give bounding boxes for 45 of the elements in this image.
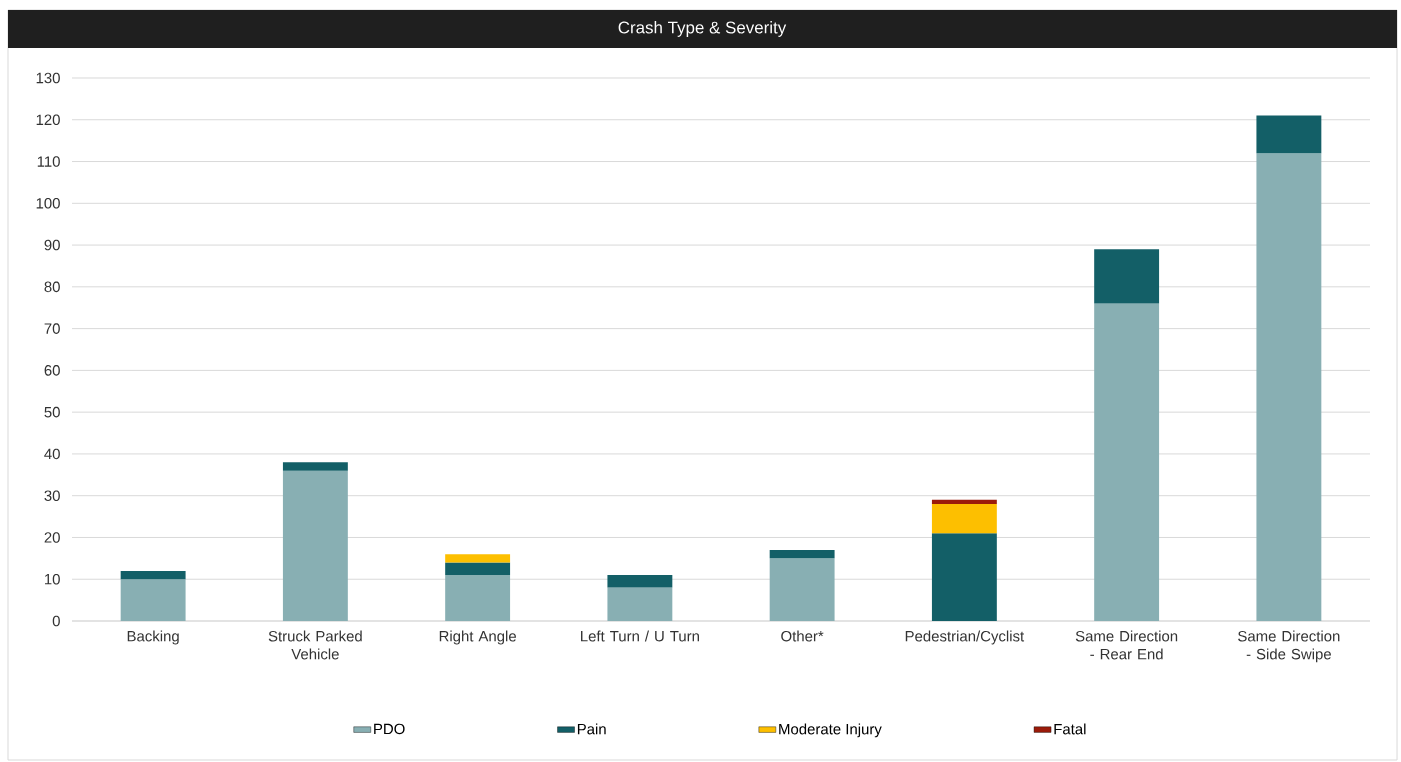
bar [445, 575, 511, 621]
x-tick-label: Other* [781, 630, 824, 642]
bar [1256, 153, 1322, 621]
x-tick-label: Struck Parked Vehicle [268, 630, 362, 660]
bar [120, 579, 186, 621]
y-tick-label: 60 [44, 365, 60, 376]
y-tick-label: 130 [36, 72, 60, 84]
legend-label: Moderate Injury [779, 723, 882, 738]
bar [445, 554, 511, 563]
bar [931, 533, 997, 621]
legend-label: Pain [577, 723, 606, 735]
bar [445, 562, 511, 576]
x-tick-label: Pedestrian/Cyclist [905, 630, 1025, 645]
x-tick-label: Same Direction - Rear End [1075, 630, 1178, 660]
bar [931, 504, 997, 534]
bar [1094, 249, 1160, 304]
bar [769, 549, 835, 559]
bar [120, 570, 186, 580]
bar [1094, 303, 1160, 621]
bar [607, 587, 673, 621]
y-tick-label: 120 [36, 114, 60, 126]
y-tick-label: 90 [44, 239, 60, 251]
y-tick-label: 10 [45, 573, 60, 585]
y-tick-label: 50 [44, 406, 60, 418]
legend-label: PDO [374, 723, 405, 735]
bar [769, 558, 835, 621]
bar [607, 575, 673, 588]
y-tick-label: 40 [44, 448, 60, 460]
x-tick-label: Right Angle [439, 630, 516, 645]
y-tick-label: 30 [44, 490, 60, 501]
bar [282, 470, 348, 621]
y-tick-label: 70 [44, 323, 60, 334]
y-tick-label: 80 [44, 281, 60, 293]
x-tick-label: Same Direction - Side Swipe [1238, 630, 1340, 663]
legend-label: Fatal [1054, 723, 1086, 735]
x-tick-label: Left Turn / U Turn [581, 630, 699, 642]
chart-title: Crash Type & Severity [618, 21, 787, 37]
y-tick-label: 110 [37, 156, 60, 167]
y-tick-label: 100 [36, 198, 60, 209]
bar [282, 462, 348, 471]
y-tick-label: 0 [52, 615, 60, 627]
y-tick-label: 20 [44, 532, 60, 543]
bar [931, 499, 997, 505]
x-tick-label: Backing [127, 630, 179, 645]
bar [1256, 115, 1322, 154]
